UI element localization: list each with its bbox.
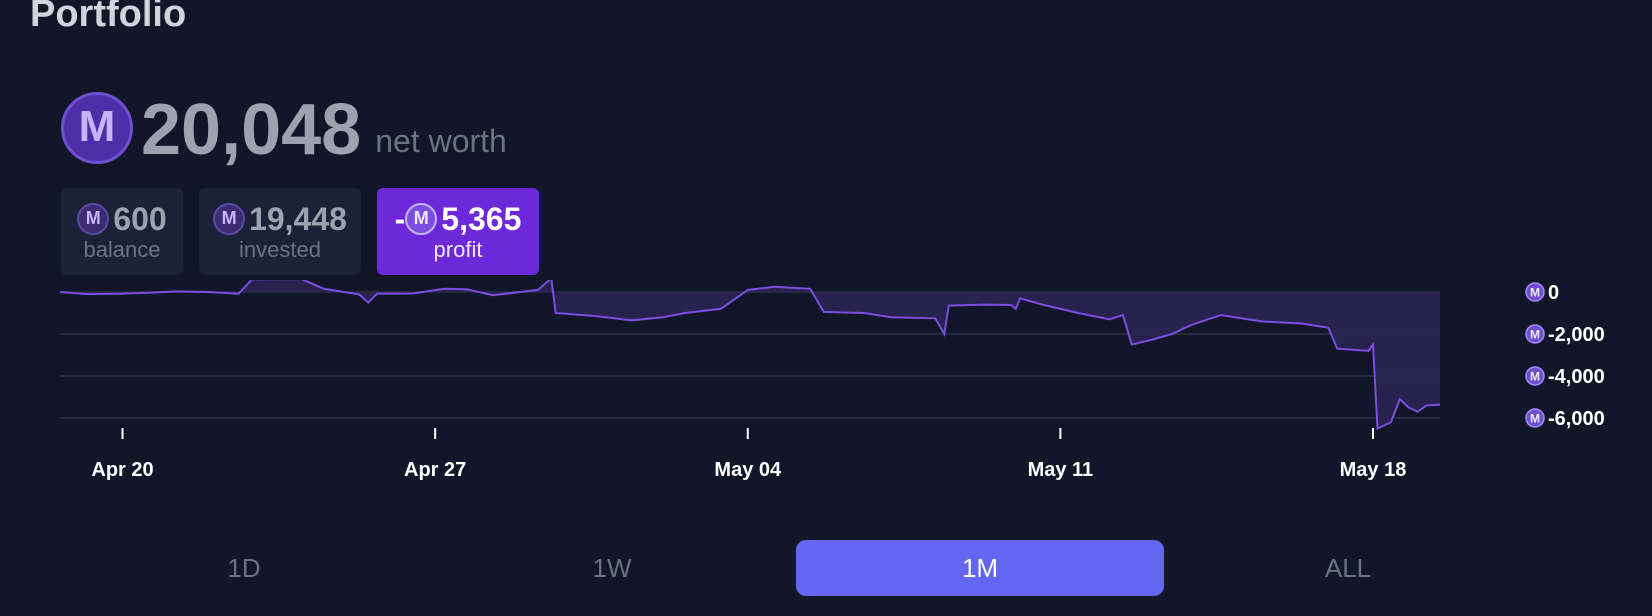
mana-coin-icon: M <box>77 202 110 235</box>
range-1w-button[interactable]: 1W <box>592 552 632 583</box>
profit-line <box>59 280 1441 431</box>
x-tick-label: May 18 <box>1340 459 1407 481</box>
x-tick-label: Apr 27 <box>404 459 466 481</box>
profit-area <box>60 280 1440 429</box>
mana-coin-icon: M <box>213 202 246 235</box>
y-tick-label: 0 <box>1548 282 1559 304</box>
mana-coin-icon: M <box>405 202 438 235</box>
profit-card[interactable]: - M 5,365 profit <box>377 188 539 275</box>
net-worth-label: net worth <box>375 123 507 159</box>
mana-coin-icon <box>1525 282 1545 302</box>
invested-label: invested <box>239 236 321 262</box>
profit-label: profit <box>433 236 483 262</box>
portfolio-cards: M 600 balance M 19,448 invested - M 5,36… <box>61 188 539 275</box>
invested-value: 19,448 <box>249 200 347 237</box>
range-1d-button[interactable]: 1D <box>227 552 261 583</box>
page-title: Portfolio <box>30 0 187 35</box>
net-worth: M 20,048 net worth <box>61 90 507 170</box>
mana-coin-icon <box>1525 408 1545 428</box>
time-range-selector: 1D 1W 1M ALL <box>60 540 1532 596</box>
x-tick-label: May 04 <box>714 459 782 481</box>
y-tick-label: -2,000 <box>1548 324 1605 346</box>
profit-sign: - <box>394 200 406 237</box>
mana-coin-icon: M <box>61 92 133 164</box>
profit-value: 5,365 <box>441 200 522 237</box>
mana-coin-glyph: M <box>1530 328 1540 342</box>
y-tick-label: -4,000 <box>1548 366 1605 388</box>
net-worth-value: 20,048 <box>141 90 362 170</box>
balance-card: M 600 balance <box>61 188 183 275</box>
mana-coin-icon <box>1525 366 1545 386</box>
y-tick-label: -6,000 <box>1548 408 1605 430</box>
range-1m-button[interactable]: 1M <box>796 540 1164 596</box>
mana-coin-icon <box>1525 324 1545 344</box>
x-tick-label: Apr 20 <box>91 459 153 481</box>
balance-label: balance <box>83 236 161 262</box>
invested-card: M 19,448 invested <box>199 188 361 275</box>
mana-coin-glyph: M <box>1530 286 1540 300</box>
mana-coin-glyph: M <box>1530 412 1540 426</box>
mana-coin-glyph: M <box>1530 370 1540 384</box>
x-tick-label: May 11 <box>1028 459 1094 481</box>
balance-value: 600 <box>113 200 167 237</box>
range-all-button[interactable]: ALL <box>1324 552 1372 583</box>
